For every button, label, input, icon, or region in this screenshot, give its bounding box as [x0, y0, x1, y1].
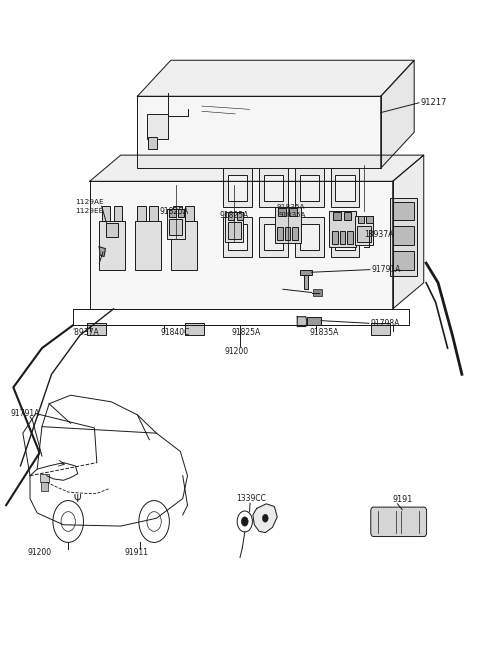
Bar	[147, 114, 168, 139]
Bar	[292, 227, 298, 240]
Bar	[167, 209, 185, 238]
Text: 91835A: 91835A	[309, 328, 338, 337]
Bar	[358, 215, 364, 223]
Polygon shape	[381, 60, 414, 168]
Bar	[149, 206, 158, 221]
Text: 91217: 91217	[420, 99, 447, 107]
Bar	[228, 212, 234, 220]
Bar	[333, 212, 341, 220]
Bar	[336, 175, 355, 201]
Bar	[339, 231, 345, 244]
Bar	[223, 217, 252, 256]
Polygon shape	[90, 155, 424, 181]
Bar	[107, 223, 118, 237]
Text: 91840C: 91840C	[160, 328, 190, 337]
Circle shape	[241, 517, 248, 526]
Bar	[228, 224, 247, 250]
Text: 18937A: 18937A	[364, 231, 394, 239]
Bar	[358, 225, 371, 242]
Text: 91835A: 91835A	[277, 204, 305, 210]
Bar	[259, 217, 288, 256]
Bar	[225, 212, 243, 242]
Polygon shape	[393, 155, 424, 309]
Bar	[114, 206, 122, 221]
Bar	[169, 219, 182, 235]
Polygon shape	[253, 504, 277, 533]
Bar	[87, 323, 107, 335]
Text: 9191: 9191	[393, 495, 413, 505]
Bar	[178, 209, 184, 217]
Bar	[264, 175, 283, 201]
Polygon shape	[137, 60, 414, 97]
Text: Ψ: Ψ	[74, 493, 82, 504]
Bar	[393, 251, 414, 269]
Bar	[171, 221, 197, 269]
Bar	[99, 221, 125, 269]
Bar	[295, 217, 324, 256]
Text: 91791A: 91791A	[371, 265, 401, 274]
Bar	[264, 224, 283, 250]
Bar	[277, 227, 283, 240]
Bar	[259, 168, 288, 208]
Bar	[40, 482, 48, 491]
Bar	[331, 217, 360, 256]
Bar	[102, 206, 110, 221]
Bar	[135, 221, 161, 269]
Text: '8937A: '8937A	[72, 328, 99, 337]
Bar	[228, 175, 247, 201]
Text: 1129AE: 1129AE	[75, 199, 104, 205]
Bar	[289, 208, 297, 216]
Bar	[39, 474, 49, 482]
Bar	[275, 207, 301, 243]
Bar	[312, 288, 322, 296]
Polygon shape	[99, 247, 106, 256]
Circle shape	[263, 514, 268, 522]
Bar	[300, 224, 319, 250]
Text: 1129EE: 1129EE	[75, 208, 104, 214]
Text: 91791A: 91791A	[11, 409, 40, 418]
Bar	[332, 231, 337, 244]
Bar	[148, 137, 157, 148]
Bar	[237, 212, 243, 220]
Bar	[285, 227, 290, 240]
Text: 91825A: 91825A	[220, 211, 249, 220]
Bar	[185, 323, 204, 335]
Bar	[336, 224, 355, 250]
Text: 91825A: 91825A	[160, 207, 189, 216]
Polygon shape	[297, 317, 307, 327]
Text: 91798A: 91798A	[370, 319, 400, 328]
Bar	[304, 275, 308, 289]
Bar	[393, 227, 414, 245]
Bar	[347, 231, 353, 244]
Text: 91200: 91200	[225, 347, 249, 356]
Bar	[329, 211, 356, 247]
Bar	[228, 222, 241, 238]
Bar	[366, 215, 372, 223]
Bar	[300, 269, 312, 275]
Bar	[393, 202, 414, 220]
Polygon shape	[137, 97, 381, 168]
Text: 91825A: 91825A	[231, 328, 261, 337]
Bar	[390, 198, 417, 276]
Text: 91911: 91911	[124, 548, 148, 556]
Bar	[137, 206, 146, 221]
Bar	[295, 168, 324, 208]
Bar	[331, 168, 360, 208]
Bar	[344, 212, 351, 220]
Bar	[278, 208, 286, 216]
Bar	[173, 206, 182, 221]
Bar	[223, 168, 252, 208]
Polygon shape	[90, 181, 393, 309]
FancyBboxPatch shape	[371, 507, 427, 537]
Bar	[307, 317, 321, 325]
Bar	[300, 175, 319, 201]
Bar	[185, 206, 194, 221]
Text: 91200: 91200	[28, 548, 52, 556]
Bar	[371, 323, 390, 335]
Text: 1339CC: 1339CC	[237, 494, 266, 503]
Bar	[169, 209, 176, 217]
Bar	[355, 215, 373, 245]
Text: 91R35A: 91R35A	[278, 212, 306, 218]
